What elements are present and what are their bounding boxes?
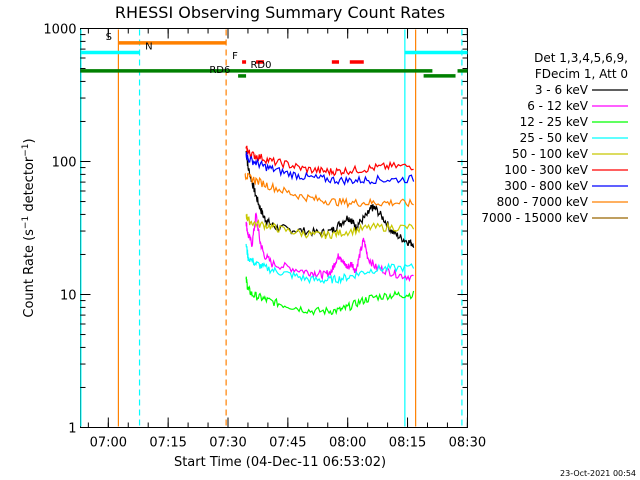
footer-date: 23-Oct-2021 00:54 [560, 469, 636, 478]
y-axis: 1 10 100 1000 [43, 23, 468, 437]
legend-entry-25-50-kev: 25 - 50 keV [520, 131, 589, 145]
legend-entry-3-6-kev: 3 - 6 keV [535, 83, 589, 97]
legend-header-line-1: Det 1,3,4,5,6,9, [534, 51, 628, 65]
legend-header-line-2: FDecim 1, Att 0 [535, 67, 628, 81]
state-bars: S N F RD0 RD6 [80, 32, 468, 78]
chart-title: RHESSI Observing Summary Count Rates [115, 3, 445, 22]
x-tick-label: 08:00 [329, 436, 366, 451]
legend-entry-12-25-kev: 12 - 25 keV [520, 115, 589, 129]
series-300-800-kev [245, 151, 415, 187]
y-tick-label: 100 [52, 156, 77, 171]
legend-entry-800-7000-kev: 800 - 7000 keV [497, 195, 589, 209]
state-label-s: S [106, 32, 112, 43]
series-50-100-kev [245, 213, 415, 240]
series-6-12-kev [245, 212, 414, 283]
y-tick-label: 1000 [43, 23, 76, 38]
legend: Det 1,3,4,5,6,9, FDecim 1, Att 0 3 - 6 k… [481, 51, 628, 225]
x-tick-label: 08:30 [449, 436, 486, 451]
x-tick-label: 07:00 [90, 436, 127, 451]
legend-entry-7000-15000-kev: 7000 - 15000 keV [481, 211, 588, 225]
y-tick-label: 1 [68, 422, 76, 437]
y-axis-label: Count Rate (s−1 detector−1) [21, 138, 37, 317]
series-3-6-kev [245, 150, 415, 248]
series-100-300-kev [245, 145, 414, 177]
series-800-7000-kev [244, 172, 414, 209]
x-axis: 07:00 07:15 07:30 07:45 08:00 08:15 08:30 [87, 28, 486, 451]
state-label-n: N [145, 42, 152, 53]
x-tick-label: 07:15 [149, 436, 186, 451]
x-tick-label: 07:45 [269, 436, 306, 451]
legend-entry-6-12-kev: 6 - 12 keV [527, 99, 589, 113]
plot-frame [80, 28, 468, 428]
series-12-25-kev [245, 276, 415, 317]
x-tick-label: 08:15 [389, 436, 426, 451]
legend-entry-50-100-kev: 50 - 100 keV [512, 147, 589, 161]
legend-entry-300-800-kev: 300 - 800 keV [504, 179, 588, 193]
y-tick-label: 10 [60, 289, 77, 304]
series-25-50-kev [245, 243, 415, 285]
state-label-rd0: RD0 [250, 60, 271, 71]
x-axis-label: Start Time (04-Dec-11 06:53:02) [174, 455, 386, 470]
state-label-rd6: RD6 [209, 65, 230, 76]
x-tick-label: 07:30 [209, 436, 246, 451]
legend-entry-100-300-kev: 100 - 300 keV [504, 163, 588, 177]
series-lines [244, 145, 415, 317]
state-label-f: F [232, 51, 238, 62]
time-markers [80, 29, 463, 427]
